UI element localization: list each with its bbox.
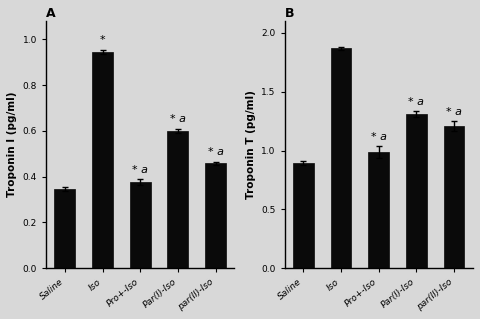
Bar [331, 48, 351, 268]
Text: * a: * a [371, 132, 387, 142]
Text: * a: * a [408, 97, 424, 107]
Bar [444, 126, 465, 268]
Text: *: * [100, 35, 105, 45]
Bar [92, 52, 113, 268]
Bar [205, 163, 226, 268]
Text: A: A [46, 7, 56, 20]
Text: * a: * a [446, 107, 462, 117]
Bar [406, 114, 427, 268]
Text: * a: * a [207, 147, 224, 157]
Text: * a: * a [170, 114, 186, 124]
Bar [369, 152, 389, 268]
Y-axis label: Troponin I (pg/ml): Troponin I (pg/ml) [7, 92, 17, 197]
Bar [168, 131, 188, 268]
Bar [293, 163, 314, 268]
Y-axis label: Troponin T (pg/ml): Troponin T (pg/ml) [246, 90, 255, 199]
Text: * a: * a [132, 165, 148, 175]
Bar [130, 182, 151, 268]
Bar [54, 189, 75, 268]
Text: B: B [285, 7, 294, 20]
